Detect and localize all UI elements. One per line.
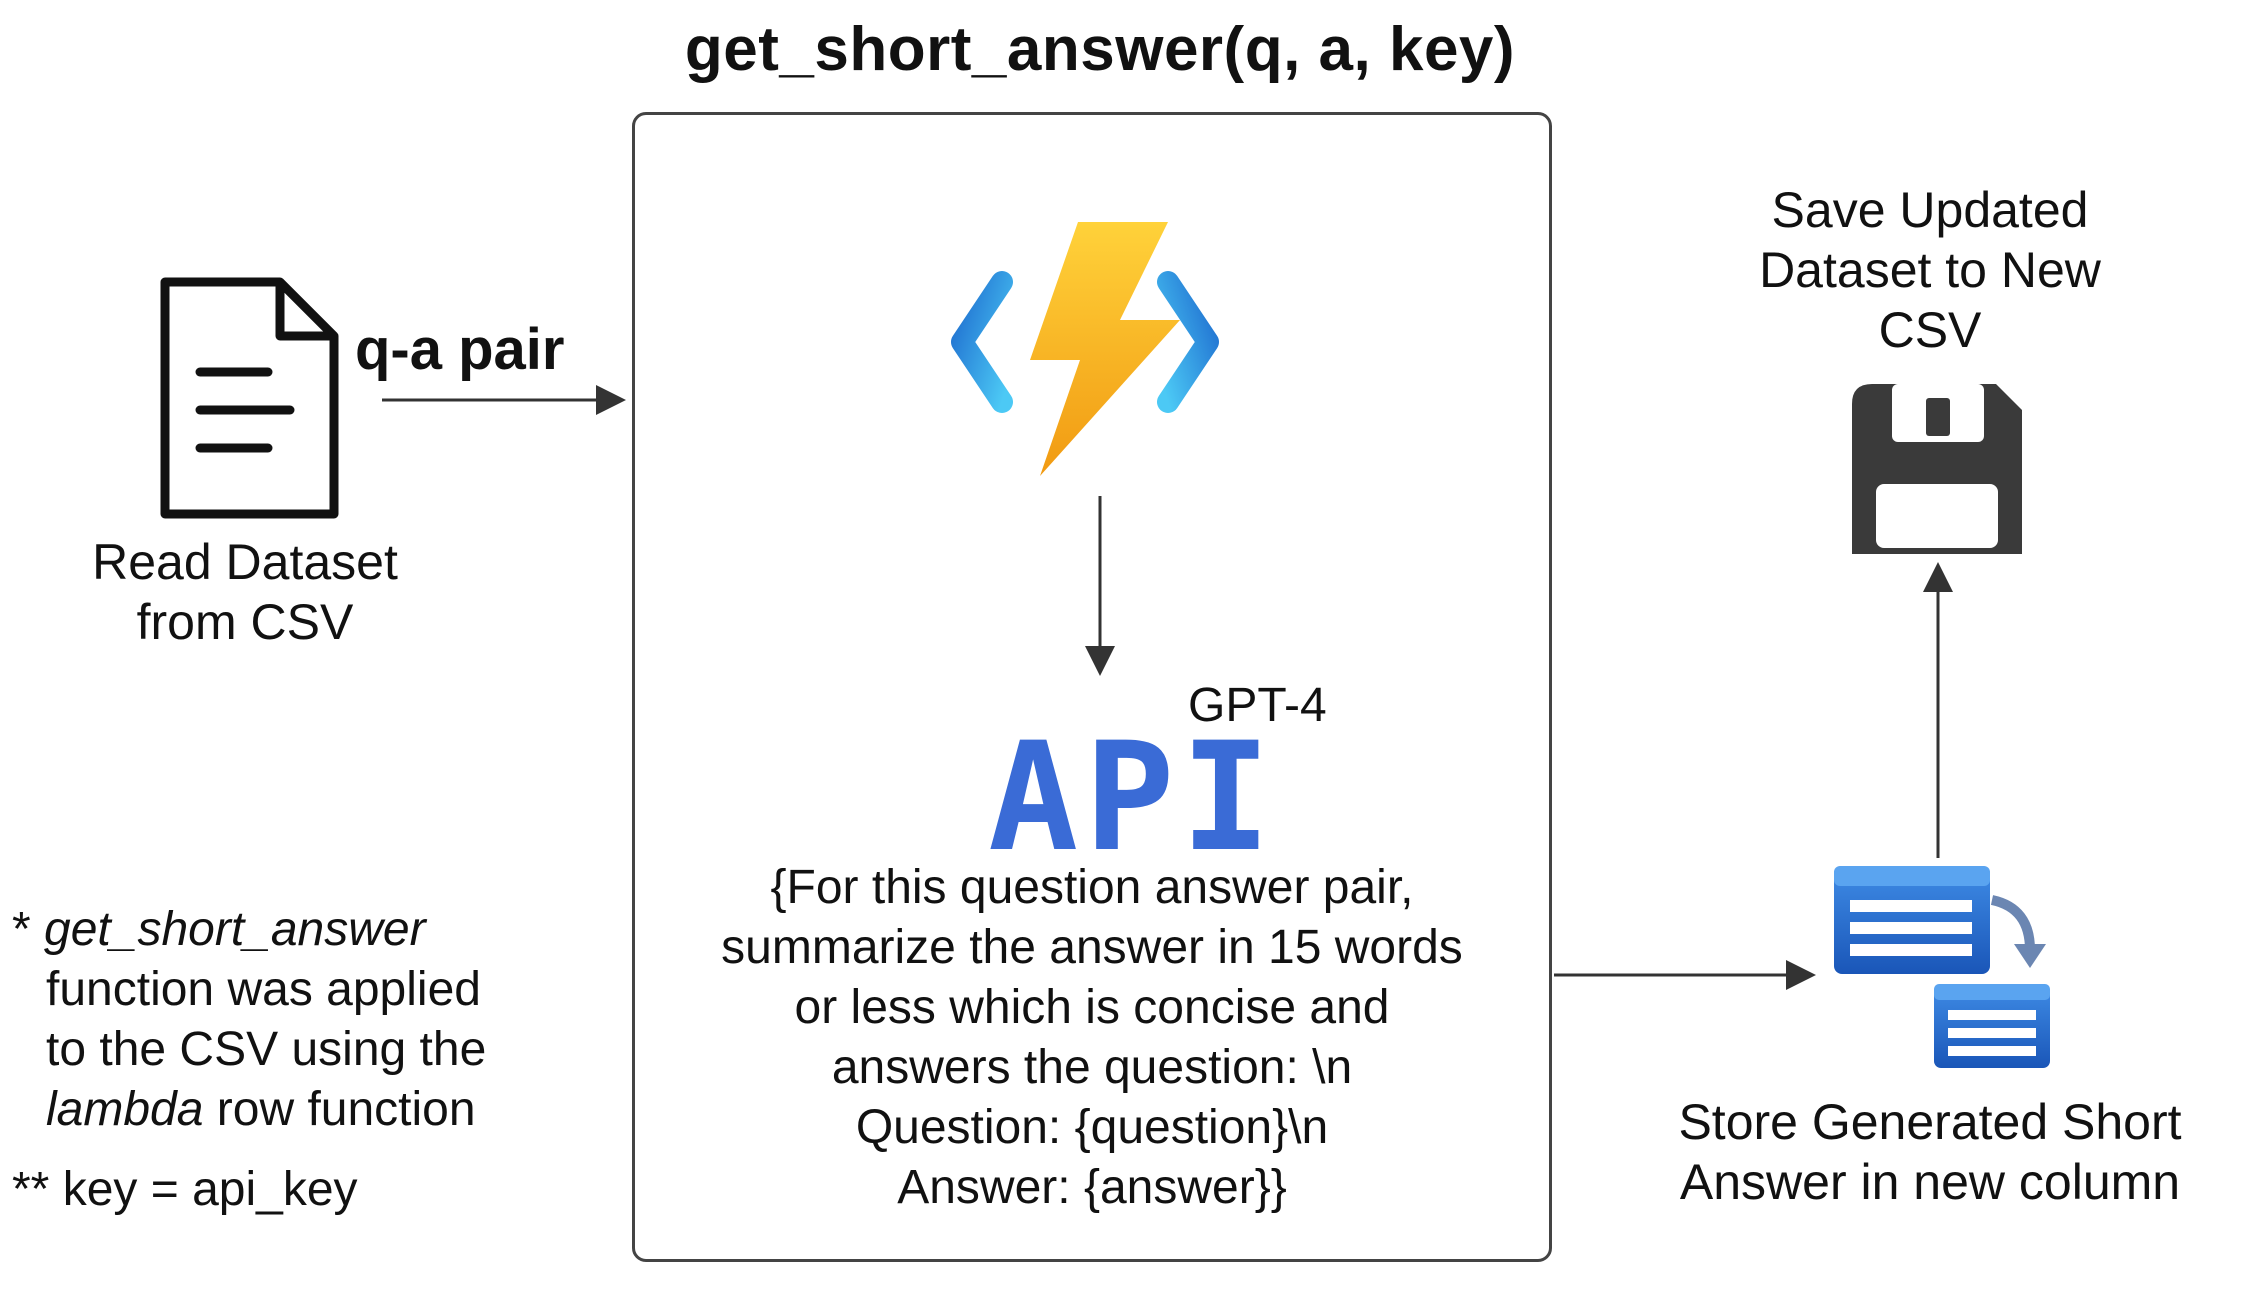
- table-copy-icon: [1834, 866, 2050, 1068]
- note-lambda-usage: * get_short_answer function was applied …: [12, 900, 612, 1140]
- function-title: get_short_answer(q, a, key): [684, 15, 1516, 84]
- note-line: to the CSV using the: [46, 1023, 487, 1076]
- prompt-line: or less which is concise and: [794, 981, 1390, 1034]
- note-line: function was applied: [46, 963, 481, 1016]
- note-line: * get_short_answer: [12, 900, 612, 960]
- read-dataset-label: Read Dataset from CSV: [30, 532, 460, 652]
- document-icon: [160, 277, 339, 519]
- note-star: *: [12, 903, 45, 956]
- read-dataset-line: from CSV: [136, 594, 354, 650]
- prompt-line: {For this question answer pair,: [770, 861, 1414, 914]
- note-function-name: get_short_answer: [44, 903, 426, 956]
- note-row-function: row function: [203, 1083, 476, 1136]
- azure-function-bolt-icon: [951, 222, 1219, 476]
- qa-pair-label: q-a pair: [355, 317, 565, 382]
- prompt-text: {For this question answer pair, summariz…: [650, 858, 1534, 1218]
- gpt-4-label: GPT-4: [1188, 679, 1327, 732]
- store-label-line: Answer in new column: [1679, 1154, 2181, 1210]
- save-label-line: CSV: [1878, 302, 1982, 358]
- note-lambda: lambda: [46, 1083, 204, 1136]
- floppy-disk-icon: [1852, 384, 2022, 554]
- prompt-line: summarize the answer in 15 words: [721, 921, 1463, 974]
- api-label: API: [988, 711, 1277, 885]
- save-label-line: Save Updated: [1771, 182, 2089, 238]
- prompt-line: Question: {question}\n: [855, 1101, 1329, 1154]
- store-label-line: Store Generated Short: [1678, 1094, 2182, 1150]
- save-dataset-label: Save Updated Dataset to New CSV: [1660, 180, 2200, 360]
- note-api-key: ** key = api_key: [12, 1163, 358, 1216]
- prompt-line: Answer: {answer}}: [897, 1161, 1287, 1214]
- read-dataset-line: Read Dataset: [92, 534, 398, 590]
- prompt-line: answers the question: \n: [831, 1041, 1353, 1094]
- function-box: [632, 112, 1552, 1262]
- save-label-line: Dataset to New: [1759, 242, 2101, 298]
- note-line: lambda row function: [12, 1080, 612, 1140]
- store-answer-label: Store Generated Short Answer in new colu…: [1610, 1092, 2244, 1212]
